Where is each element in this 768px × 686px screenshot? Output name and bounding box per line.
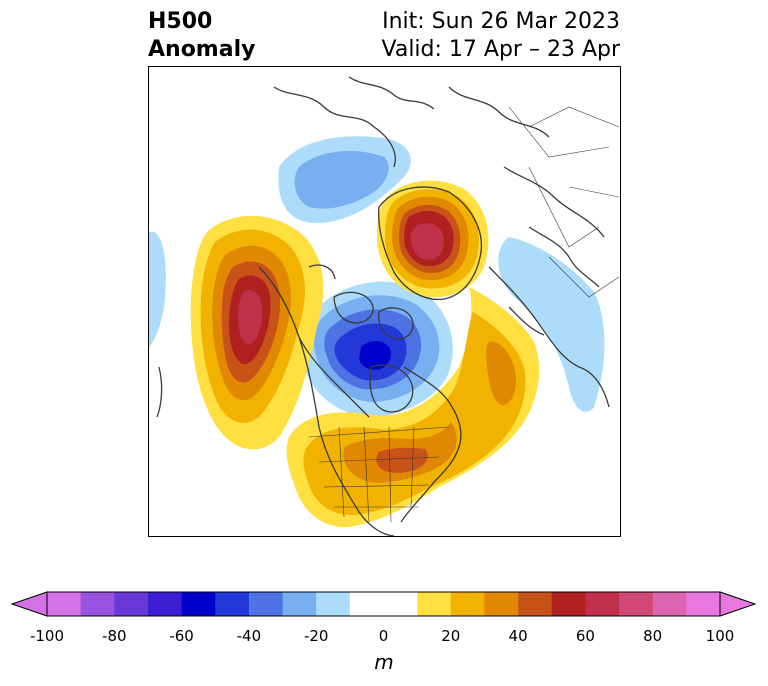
colorbar-tick-label: -40 bbox=[236, 627, 262, 645]
colorbar-tick-label: 80 bbox=[643, 627, 663, 645]
colorbar-cell bbox=[47, 592, 82, 616]
colorbar-cell bbox=[181, 592, 216, 616]
colorbar-cell bbox=[215, 592, 250, 616]
colorbar-tick-label: -60 bbox=[169, 627, 194, 645]
title-type: Anomaly bbox=[148, 37, 256, 62]
colorbar-unit: m bbox=[374, 650, 394, 674]
colorbar-cell bbox=[484, 592, 519, 616]
colorbar-max-extension bbox=[719, 591, 757, 617]
colorbar-cell bbox=[383, 592, 418, 616]
colorbar-cell bbox=[518, 592, 553, 616]
title-field: H500 bbox=[148, 9, 213, 34]
colorbar bbox=[10, 591, 757, 617]
colorbar-tick-label: -100 bbox=[29, 627, 65, 645]
colorbar-tick-label: 40 bbox=[508, 627, 528, 645]
colorbar-cell bbox=[316, 592, 351, 616]
colorbar-cell bbox=[686, 592, 721, 616]
anomaly-map bbox=[148, 66, 621, 537]
negative-anomaly-europe bbox=[498, 237, 605, 412]
colorbar-cell bbox=[114, 592, 149, 616]
colorbar-cell bbox=[417, 592, 452, 616]
valid-period: Valid: 17 Apr – 23 Apr bbox=[381, 37, 621, 62]
map-title: H500 Anomaly bbox=[148, 8, 255, 64]
country-borders bbox=[308, 106, 620, 523]
colorbar-tick-label: -80 bbox=[102, 627, 127, 645]
colorbar-cell bbox=[282, 592, 317, 616]
init-time: Init: Sun 26 Mar 2023 bbox=[382, 9, 620, 34]
colorbar-tick-label: 20 bbox=[441, 627, 461, 645]
colorbar-cell bbox=[248, 592, 284, 616]
colorbar-cell bbox=[619, 592, 654, 616]
colorbar-cell bbox=[349, 592, 384, 616]
colorbar-cell bbox=[80, 592, 115, 616]
colorbar-cell bbox=[585, 592, 620, 616]
negative-anomaly-pacific-edge bbox=[149, 231, 166, 347]
colorbar-min-extension bbox=[10, 591, 48, 617]
colorbar-cell bbox=[551, 592, 586, 616]
coastlines bbox=[156, 76, 610, 536]
colorbar-cell bbox=[652, 592, 687, 616]
colorbar-tick-label: 100 bbox=[705, 627, 735, 645]
colorbar-tick-label: 60 bbox=[575, 627, 595, 645]
colorbar-tick-label: 0 bbox=[378, 627, 389, 645]
colorbar-tick-label: -20 bbox=[303, 627, 329, 645]
colorbar-cell bbox=[450, 592, 485, 616]
negative-anomaly-siberia-core bbox=[294, 151, 389, 209]
colorbar-cell bbox=[147, 592, 183, 616]
anomaly-contours bbox=[149, 136, 605, 528]
map-subtitle: Init: Sun 26 Mar 2023 Valid: 17 Apr – 23… bbox=[382, 8, 621, 64]
